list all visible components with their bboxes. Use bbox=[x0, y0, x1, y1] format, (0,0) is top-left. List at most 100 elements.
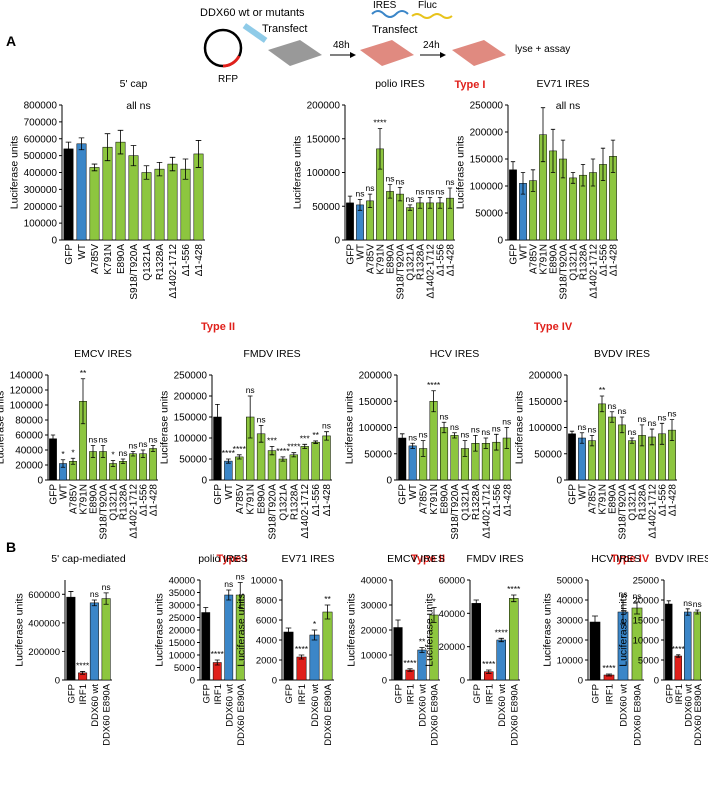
y-tick-label: 40000 bbox=[15, 446, 43, 457]
y-tick-label: 0 bbox=[578, 676, 583, 687]
error-bar bbox=[78, 137, 85, 151]
significance-label: ** bbox=[419, 637, 426, 647]
error-bar bbox=[68, 591, 74, 604]
y-tick-label: 10000 bbox=[633, 636, 659, 647]
y-tick-label: 0 bbox=[497, 236, 503, 247]
x-tick-label: GFP bbox=[64, 244, 75, 265]
error-bar bbox=[619, 599, 627, 625]
significance-label: **** bbox=[233, 444, 247, 454]
y-axis-label: Luciferase units bbox=[9, 136, 21, 210]
y-tick-label: 0 bbox=[460, 676, 465, 687]
bar bbox=[568, 433, 576, 481]
cell bbox=[360, 40, 414, 66]
significance-label: ns bbox=[492, 423, 501, 433]
error-bar bbox=[599, 395, 605, 413]
x-tick-label: E890A bbox=[440, 484, 451, 514]
bar bbox=[569, 177, 577, 241]
x-tick-label: WT bbox=[578, 484, 589, 500]
y-tick-label: 200000 bbox=[307, 101, 341, 112]
significance-label: **** bbox=[495, 627, 509, 637]
error-bar bbox=[550, 128, 556, 173]
bar bbox=[141, 172, 152, 241]
error-bar bbox=[560, 139, 566, 179]
bar bbox=[63, 148, 74, 241]
error-bar bbox=[600, 147, 606, 181]
significance-label: **** bbox=[373, 118, 387, 128]
significance-label: ns bbox=[648, 418, 657, 428]
x-tick-label: K791N bbox=[429, 484, 440, 515]
error-bar bbox=[669, 419, 675, 442]
significance-label: ns bbox=[246, 385, 255, 395]
x-tick-label: Δ1-556 bbox=[436, 244, 447, 277]
x-tick-label: A785V bbox=[235, 484, 246, 514]
chart-title: EV71 IRES bbox=[536, 78, 589, 90]
significance-label: **** bbox=[295, 644, 309, 654]
x-tick-label: K791N bbox=[246, 484, 257, 515]
error-bar bbox=[676, 654, 681, 658]
cell bbox=[452, 40, 506, 66]
chart-title: HCV IRES bbox=[591, 553, 641, 565]
bar bbox=[296, 656, 307, 681]
error-bar bbox=[104, 133, 111, 162]
x-tick-label: Δ1-428 bbox=[149, 484, 160, 517]
significance-label: ns bbox=[89, 435, 98, 445]
x-tick-label: Δ1-556 bbox=[139, 484, 150, 517]
bar bbox=[665, 603, 673, 681]
y-tick-label: 20000 bbox=[361, 626, 387, 637]
significance-label: ns bbox=[257, 414, 266, 424]
significance-label: ns bbox=[450, 422, 459, 432]
x-tick-label: GFP bbox=[66, 684, 77, 704]
significance-label: ns bbox=[460, 430, 469, 440]
y-tick-label: 50000 bbox=[364, 449, 392, 460]
chart-title: EMCV IRES bbox=[74, 348, 132, 360]
error-bar bbox=[483, 437, 489, 449]
error-bar bbox=[258, 425, 264, 443]
bar bbox=[224, 594, 234, 681]
bar bbox=[283, 631, 294, 681]
significance-label: ns bbox=[683, 598, 692, 608]
significance-label: * bbox=[61, 449, 65, 459]
error-bar bbox=[511, 594, 517, 603]
y-tick-label: 250000 bbox=[174, 371, 208, 382]
x-tick-label: WT bbox=[519, 244, 530, 260]
bar bbox=[76, 143, 87, 241]
y-tick-label: 100000 bbox=[529, 423, 563, 434]
y-tick-label: 5000 bbox=[174, 663, 195, 674]
y-tick-label: 40000 bbox=[439, 609, 465, 620]
bar bbox=[589, 621, 601, 681]
x-tick-label: GFP bbox=[664, 684, 675, 704]
significance-label: **** bbox=[276, 446, 290, 456]
x-tick-label: Δ1-428 bbox=[609, 244, 620, 277]
significance-label: ** bbox=[324, 594, 331, 604]
x-tick-label: DDX60 E890A bbox=[509, 683, 520, 745]
y-axis-label: Luciferase units bbox=[424, 593, 436, 667]
bar bbox=[101, 598, 111, 681]
error-bar bbox=[150, 445, 156, 452]
y-tick-label: 200000 bbox=[174, 392, 208, 403]
x-tick-label: DDX60 E890A bbox=[102, 683, 113, 745]
error-bar bbox=[494, 433, 499, 451]
x-tick-label: DDX60 wt bbox=[619, 684, 630, 727]
bar bbox=[309, 634, 320, 681]
chart-title: HCV IRES bbox=[430, 348, 480, 360]
y-tick-label: 40000 bbox=[361, 576, 387, 587]
y-axis-label: Luciferase units bbox=[236, 593, 248, 667]
error-bar bbox=[605, 673, 613, 677]
error-bar bbox=[298, 654, 305, 660]
error-bar bbox=[169, 156, 176, 172]
error-bar bbox=[619, 416, 625, 434]
significance-label: ns bbox=[236, 572, 245, 582]
x-tick-label: GFP bbox=[346, 244, 357, 265]
error-bar bbox=[462, 440, 468, 457]
schematic-text: lyse + assay bbox=[515, 44, 570, 55]
error-bar bbox=[520, 172, 526, 195]
error-bar bbox=[510, 161, 516, 179]
error-bar bbox=[633, 601, 641, 615]
error-bar bbox=[237, 582, 243, 608]
y-tick-label: 20000 bbox=[439, 642, 465, 653]
y-tick-label: 0 bbox=[556, 476, 562, 487]
bar bbox=[406, 207, 414, 241]
y-tick-label: 50000 bbox=[557, 576, 583, 587]
error-bar bbox=[610, 139, 616, 173]
x-tick-label: A785V bbox=[529, 244, 540, 274]
